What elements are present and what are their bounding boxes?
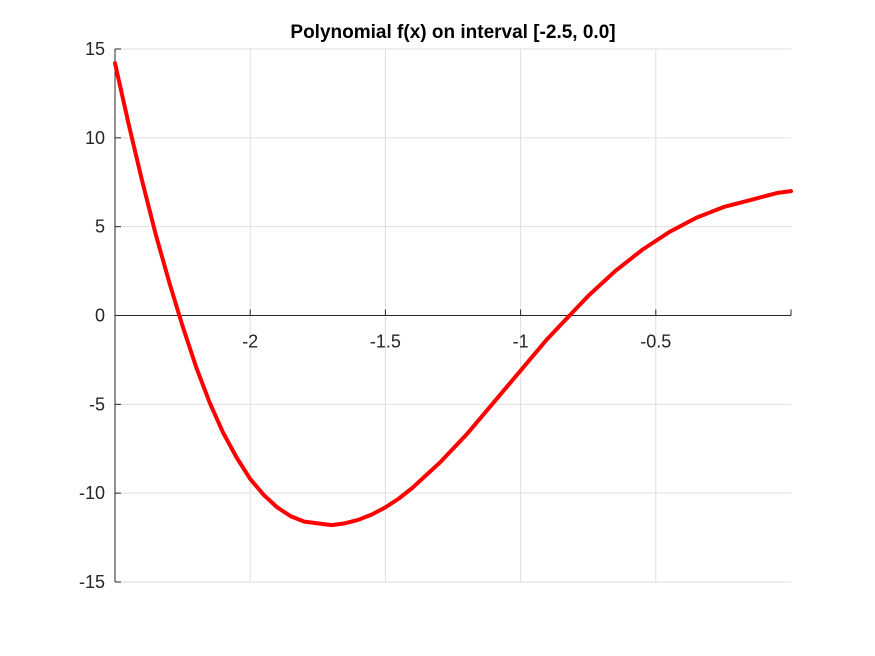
series-line-0 [113,61,793,528]
grid [115,48,791,583]
axes [114,48,792,583]
y-tick-label-1: 10 [85,128,105,148]
x-tick-label-2: -1 [513,332,529,352]
y-tick-label-3: 0 [95,306,105,326]
x-tick-label-0: -2 [242,332,258,352]
tick-labels: -2 -1.5 -1 -0.5 15 10 5 0 -5 -10 -15 [79,39,671,592]
y-tick-label-5: -10 [79,483,105,503]
y-tick-label-4: -5 [89,394,105,414]
x-tick-label-1: -1.5 [370,332,401,352]
x-tick-label-3: -0.5 [640,332,671,352]
series-layer [113,61,793,528]
y-tick-label-0: 15 [85,39,105,59]
y-tick-label-6: -15 [79,572,105,592]
y-tick-label-2: 5 [95,217,105,237]
chart-title: Polynomial f(x) on interval [-2.5, 0.0] [290,22,615,43]
